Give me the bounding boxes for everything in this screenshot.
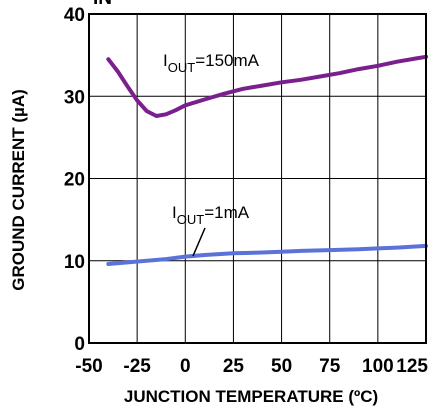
series-label-1ma-value: =1mA xyxy=(204,203,250,222)
series-line-1ma xyxy=(106,243,428,266)
x-tick-label: 50 xyxy=(271,356,292,377)
x-tick-label: 100 xyxy=(362,356,394,377)
x-tick-label: 0 xyxy=(180,356,191,377)
y-tick-label: 0 xyxy=(74,334,85,355)
series-label-1ma-leader xyxy=(192,227,206,257)
series-label-1ma: IOUT=1mA xyxy=(172,203,250,227)
y-tick-labels: 0 10 20 30 40 xyxy=(64,5,85,355)
x-tick-label: -25 xyxy=(123,356,151,377)
x-tick-label: 25 xyxy=(223,356,245,377)
x-tick-labels: -50 -25 0 25 50 75 100 125 xyxy=(75,356,428,377)
y-tick-label: 10 xyxy=(64,252,85,273)
y-tick-label: 30 xyxy=(64,87,85,108)
series-lines xyxy=(106,54,428,266)
series-label-1ma-main: I xyxy=(172,203,177,222)
y-tick-label: 20 xyxy=(64,170,85,191)
y-tick-label: 40 xyxy=(64,5,85,26)
x-axis-title: JUNCTION TEMPERATURE (ºC) xyxy=(124,387,378,406)
series-line-150ma xyxy=(106,54,428,118)
series-label-1ma-sub: OUT xyxy=(177,212,205,227)
top-cut-label: IN xyxy=(93,0,112,9)
y-axis-title: GROUND CURRENT (µA) xyxy=(9,89,28,291)
x-tick-label: 125 xyxy=(396,356,428,377)
plot-frame xyxy=(88,13,427,344)
series-label-150ma: IOUT=150mA xyxy=(163,51,260,75)
series-label-150ma-value: =150mA xyxy=(195,51,259,70)
series-label-150ma-sub: OUT xyxy=(168,60,196,75)
x-tick-label: 75 xyxy=(319,356,341,377)
x-tick-label: -50 xyxy=(75,356,102,377)
series-label-150ma-main: I xyxy=(163,51,168,70)
